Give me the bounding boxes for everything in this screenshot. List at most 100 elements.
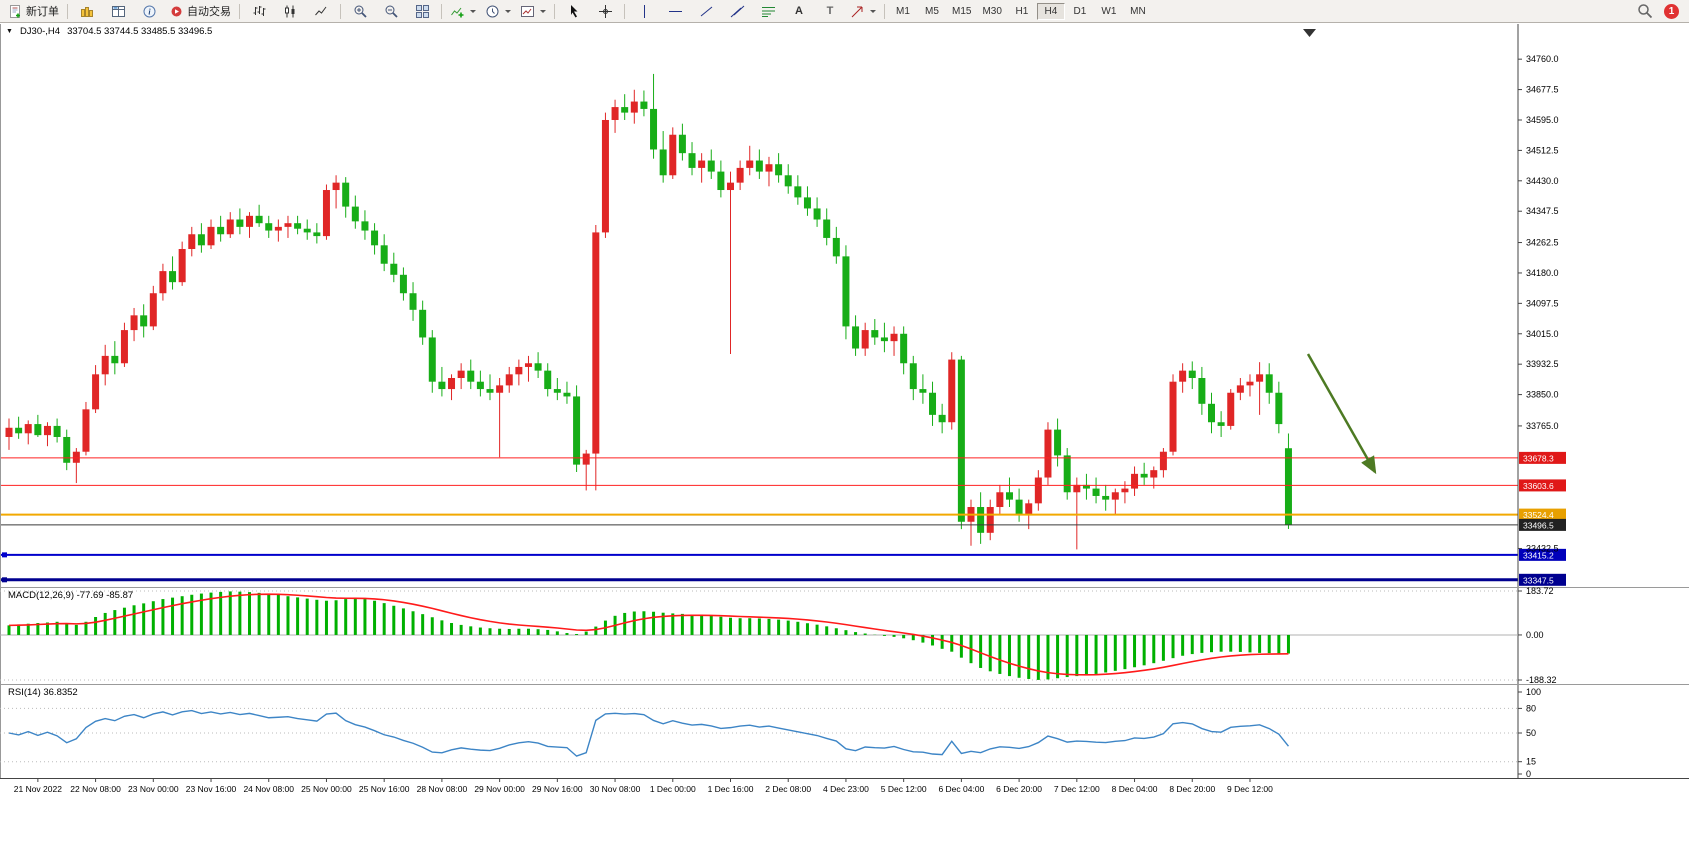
svg-text:29 Nov 00:00: 29 Nov 00:00 (474, 784, 525, 794)
chart-title-bar: ▼ DJ30-,H4 33704.5 33744.5 33485.5 33496… (6, 26, 212, 37)
toolbar-separator (340, 3, 341, 19)
horizontal-line-button[interactable] (660, 0, 690, 22)
templates-button[interactable] (516, 0, 550, 22)
svg-text:33603.6: 33603.6 (1523, 481, 1554, 491)
indicators-icon (450, 4, 465, 19)
zoom-in-button[interactable] (345, 0, 375, 22)
candlestick-chart-icon (283, 4, 298, 19)
market-watch-button[interactable] (103, 0, 133, 22)
svg-text:6 Dec 20:00: 6 Dec 20:00 (996, 784, 1042, 794)
svg-text:80: 80 (1526, 703, 1536, 713)
data-window-button[interactable]: i (134, 0, 164, 22)
svg-text:25 Nov 16:00: 25 Nov 16:00 (359, 784, 410, 794)
svg-text:34097.5: 34097.5 (1526, 298, 1559, 308)
vertical-line-button[interactable] (629, 0, 659, 22)
bar-chart-button[interactable] (244, 0, 274, 22)
svg-text:33415.2: 33415.2 (1523, 550, 1554, 560)
svg-text:50: 50 (1526, 728, 1536, 738)
chart-menu-icon[interactable]: ▼ (6, 28, 13, 35)
zoom-in-icon (353, 4, 368, 19)
channel-icon (730, 4, 745, 19)
svg-text:5 Dec 12:00: 5 Dec 12:00 (881, 784, 927, 794)
profiles-button[interactable] (72, 0, 102, 22)
candlestick-chart-button[interactable] (275, 0, 305, 22)
clock-icon (485, 4, 500, 19)
svg-text:28 Nov 08:00: 28 Nov 08:00 (417, 784, 468, 794)
chart-ohlc-values: 33704.5 33744.5 33485.5 33496.5 (67, 26, 213, 37)
svg-text:34262.5: 34262.5 (1526, 238, 1559, 248)
timeframe-w1-button[interactable]: W1 (1101, 5, 1117, 17)
svg-text:1 Dec 00:00: 1 Dec 00:00 (650, 784, 696, 794)
timeframe-d1-button[interactable]: D1 (1073, 5, 1087, 17)
svg-text:25 Nov 00:00: 25 Nov 00:00 (301, 784, 352, 794)
dropdown-caret-icon (505, 9, 511, 13)
svg-text:i: i (148, 7, 151, 16)
bar-chart-icon (252, 4, 267, 19)
label-tool-button[interactable]: T (815, 0, 845, 22)
cursor-button[interactable] (559, 0, 589, 22)
svg-text:34595.0: 34595.0 (1526, 115, 1559, 125)
periods-button[interactable] (481, 0, 515, 22)
svg-text:34677.5: 34677.5 (1526, 85, 1559, 95)
crosshair-icon (598, 4, 613, 19)
trend-arrow-annotation[interactable] (1306, 353, 1377, 475)
dropdown-caret-icon (470, 9, 476, 13)
horizontal-line-icon (668, 4, 683, 19)
zoom-out-button[interactable] (376, 0, 406, 22)
svg-text:22 Nov 08:00: 22 Nov 08:00 (70, 784, 121, 794)
timeframe-h1-button[interactable]: H1 (1015, 5, 1029, 17)
timeframe-h4-button[interactable]: H4 (1036, 2, 1065, 20)
svg-text:34347.5: 34347.5 (1526, 206, 1559, 216)
svg-text:4 Dec 23:00: 4 Dec 23:00 (823, 784, 869, 794)
line-chart-button[interactable] (306, 0, 336, 22)
new-order-icon (8, 4, 23, 19)
svg-text:33678.3: 33678.3 (1523, 453, 1554, 463)
zoom-out-icon (384, 4, 399, 19)
time-axis[interactable]: 21 Nov 2022 22 Nov 08:00 23 Nov 00:00 23 No… (14, 778, 1273, 794)
text-tool-icon: A (795, 5, 803, 17)
tile-windows-button[interactable] (407, 0, 437, 22)
indicators-button[interactable] (446, 0, 480, 22)
timeframe-m1-button[interactable]: M1 (896, 5, 910, 17)
price-axis[interactable]: 34760.0 34677.5 34595.0 34512.5 34430.0 34347… (1518, 54, 1559, 553)
tile-windows-icon (415, 4, 430, 19)
autotrading-icon (169, 4, 184, 19)
svg-text:21 Nov 2022: 21 Nov 2022 (14, 784, 62, 794)
chart-window: ▼ DJ30-,H4 33704.5 33744.5 33485.5 33496… (0, 24, 1689, 860)
profiles-icon (80, 4, 95, 19)
svg-text:0: 0 (1526, 769, 1531, 779)
toolbar-separator (67, 3, 68, 19)
text-tool-button[interactable]: A (784, 0, 814, 22)
arrows-tool-icon (850, 4, 865, 19)
timeframe-m5-button[interactable]: M5 (925, 5, 939, 17)
svg-text:183.72: 183.72 (1526, 586, 1554, 596)
trendline-button[interactable] (691, 0, 721, 22)
toolbar-separator (239, 3, 240, 19)
autotrading-label: 自动交易 (187, 6, 231, 18)
svg-text:33850.0: 33850.0 (1526, 390, 1559, 400)
svg-text:15: 15 (1526, 757, 1536, 767)
svg-text:6 Dec 04:00: 6 Dec 04:00 (938, 784, 984, 794)
new-order-label: 新订单 (26, 6, 59, 18)
notification-badge[interactable]: 1 (1664, 3, 1679, 19)
chart-shift-marker[interactable] (1303, 29, 1316, 37)
autotrading-button[interactable]: 自动交易 (165, 0, 235, 22)
trendline-icon (699, 4, 714, 19)
fibonacci-button[interactable] (753, 0, 783, 22)
timeframe-m30-button[interactable]: M30 (982, 5, 1002, 17)
svg-text:33932.5: 33932.5 (1526, 359, 1559, 369)
timeframe-mn-button[interactable]: MN (1130, 5, 1146, 17)
chart-background (0, 24, 1689, 860)
channel-button[interactable] (722, 0, 752, 22)
arrows-tool-button[interactable] (846, 0, 880, 22)
timeframe-m15-button[interactable]: M15 (952, 5, 972, 17)
new-order-button[interactable]: 新订单 (4, 0, 63, 22)
svg-text:24 Nov 08:00: 24 Nov 08:00 (243, 784, 294, 794)
svg-text:9 Dec 12:00: 9 Dec 12:00 (1227, 784, 1273, 794)
crosshair-button[interactable] (590, 0, 620, 22)
svg-text:33347.5: 33347.5 (1523, 575, 1554, 585)
label-tool-icon: T (826, 5, 834, 17)
search-button[interactable] (1629, 0, 1659, 22)
